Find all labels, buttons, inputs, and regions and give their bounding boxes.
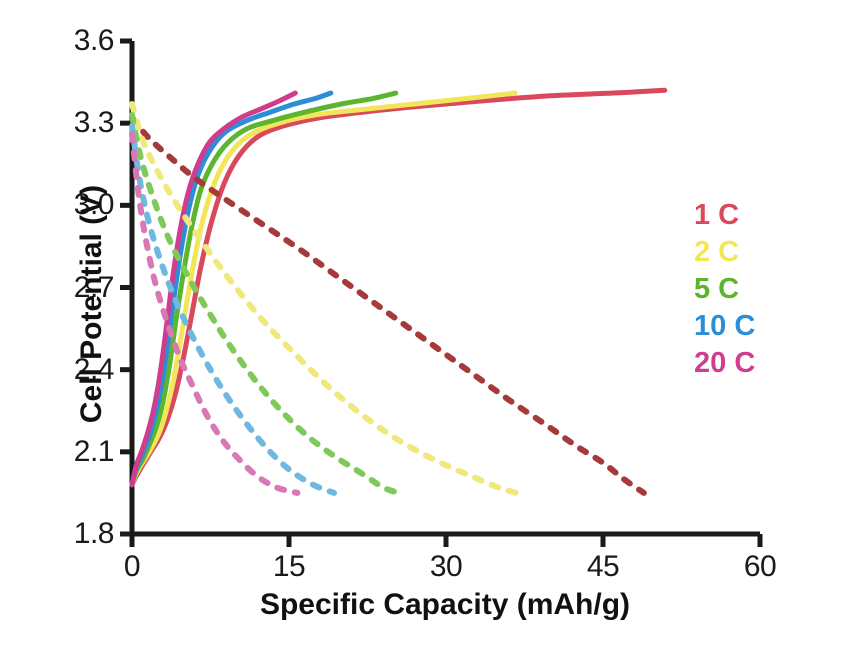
series-5C-discharge — [129, 111, 402, 496]
y-tick-label: 2.4 — [73, 352, 115, 386]
legend-item-2C: 2 C — [694, 236, 740, 268]
y-tick-label: 3.0 — [73, 188, 115, 222]
series-2C-discharge — [129, 100, 520, 496]
series-10C-discharge — [129, 122, 338, 496]
legend-item-20C: 20 C — [694, 347, 756, 379]
x-tick-label: 45 — [586, 550, 620, 583]
data-series-group — [129, 87, 668, 496]
legend: 1 C 2 C 5 C 10 C 20 C — [694, 197, 755, 382]
x-tick-label: 0 — [123, 550, 141, 583]
axes — [120, 38, 763, 547]
x-tick-label: 15 — [272, 550, 306, 583]
y-tick-label: 2.1 — [73, 434, 115, 468]
series-20C-charge — [129, 90, 298, 488]
y-tick-label: 2.7 — [73, 270, 115, 304]
y-tick-label: 1.8 — [73, 517, 115, 550]
series-2C-charge — [129, 90, 518, 488]
legend-item-1C: 1 C — [694, 199, 740, 231]
legend-item-10C: 10 C — [694, 310, 756, 342]
y-tick-label: 3.6 — [73, 24, 115, 57]
y-tick-label: 3.3 — [73, 106, 115, 140]
x-tick-label: 60 — [743, 550, 777, 583]
x-axis-title: Specific Capacity (mAh/g) — [259, 588, 631, 621]
legend-item-5C: 5 C — [694, 273, 740, 305]
series-5C-charge — [129, 90, 399, 488]
series-10C-charge — [129, 90, 334, 488]
series-20C-discharge — [129, 131, 301, 496]
series-1C-discharge — [129, 114, 647, 496]
y-axis-title: Cell Potential (V) — [75, 184, 108, 424]
x-tick-label: 30 — [429, 550, 463, 583]
